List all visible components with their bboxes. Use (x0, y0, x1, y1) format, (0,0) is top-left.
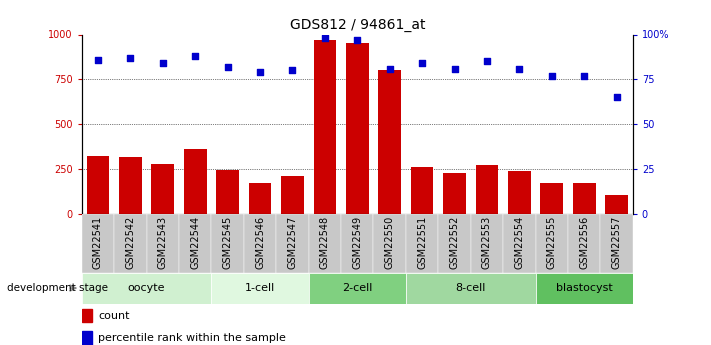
FancyBboxPatch shape (600, 214, 633, 273)
Point (157, 60, 169, 66)
Bar (346, 43, 368, 214)
Bar (605, 195, 628, 214)
Point (513, 66, 525, 71)
Bar (216, 170, 239, 214)
Bar (314, 40, 336, 214)
Point (579, 73, 590, 79)
Bar (87, 156, 109, 214)
FancyBboxPatch shape (146, 214, 179, 273)
Text: GSM22556: GSM22556 (579, 216, 589, 269)
Point (222, 64, 233, 70)
Text: oocyte: oocyte (128, 283, 166, 293)
FancyBboxPatch shape (438, 214, 471, 273)
Point (611, 95, 622, 100)
Point (481, 59, 493, 64)
Text: 8-cell: 8-cell (456, 283, 486, 293)
Point (352, 37, 363, 43)
Point (255, 69, 266, 75)
Bar (82, 309, 92, 323)
Text: GSM22547: GSM22547 (287, 216, 297, 269)
FancyBboxPatch shape (82, 214, 114, 273)
Bar (281, 176, 304, 214)
Bar (443, 172, 466, 214)
Text: GSM22544: GSM22544 (191, 216, 201, 269)
Point (92, 57, 104, 62)
Text: GSM22553: GSM22553 (482, 216, 492, 269)
Bar (151, 164, 174, 214)
Text: GSM22546: GSM22546 (255, 216, 265, 269)
Bar (378, 70, 401, 214)
FancyBboxPatch shape (114, 214, 146, 273)
Text: GSM22548: GSM22548 (320, 216, 330, 269)
Point (384, 66, 395, 71)
Text: count: count (98, 311, 130, 321)
Text: GSM22541: GSM22541 (93, 216, 103, 269)
Text: GSM22555: GSM22555 (547, 216, 557, 269)
Text: percentile rank within the sample: percentile rank within the sample (98, 333, 286, 343)
FancyBboxPatch shape (373, 214, 406, 273)
Point (319, 35, 331, 41)
FancyBboxPatch shape (471, 214, 503, 273)
FancyBboxPatch shape (503, 214, 535, 273)
FancyBboxPatch shape (535, 273, 633, 304)
Point (190, 53, 201, 59)
Text: GSM22552: GSM22552 (449, 216, 459, 269)
Text: GSM22542: GSM22542 (125, 216, 135, 269)
Text: 2-cell: 2-cell (342, 283, 373, 293)
Point (546, 73, 557, 79)
Text: GSM22545: GSM22545 (223, 216, 232, 269)
FancyBboxPatch shape (406, 273, 535, 304)
FancyBboxPatch shape (244, 214, 277, 273)
Title: GDS812 / 94861_at: GDS812 / 94861_at (289, 18, 425, 32)
Bar (249, 184, 272, 214)
Text: GSM22557: GSM22557 (611, 216, 621, 269)
FancyBboxPatch shape (568, 214, 600, 273)
Bar (184, 149, 207, 214)
Text: development stage: development stage (7, 283, 108, 293)
Point (124, 55, 136, 61)
FancyBboxPatch shape (179, 214, 211, 273)
FancyBboxPatch shape (406, 214, 438, 273)
FancyBboxPatch shape (309, 273, 406, 304)
Bar (476, 166, 498, 214)
Bar (508, 171, 530, 214)
Point (449, 66, 460, 71)
Text: GSM22554: GSM22554 (514, 216, 524, 269)
Bar (573, 183, 596, 214)
FancyBboxPatch shape (277, 214, 309, 273)
FancyBboxPatch shape (309, 214, 341, 273)
FancyBboxPatch shape (82, 273, 211, 304)
Bar (82, 332, 92, 345)
Bar (119, 157, 141, 214)
FancyBboxPatch shape (341, 214, 373, 273)
FancyBboxPatch shape (211, 273, 309, 304)
Point (417, 60, 428, 66)
FancyBboxPatch shape (211, 214, 244, 273)
Text: GSM22549: GSM22549 (352, 216, 363, 269)
Bar (540, 184, 563, 214)
FancyBboxPatch shape (535, 214, 568, 273)
Text: GSM22543: GSM22543 (158, 216, 168, 269)
Point (287, 68, 298, 73)
Text: blastocyst: blastocyst (556, 283, 613, 293)
Text: 1-cell: 1-cell (245, 283, 275, 293)
Text: GSM22550: GSM22550 (385, 216, 395, 269)
Text: GSM22551: GSM22551 (417, 216, 427, 269)
Bar (411, 167, 434, 214)
